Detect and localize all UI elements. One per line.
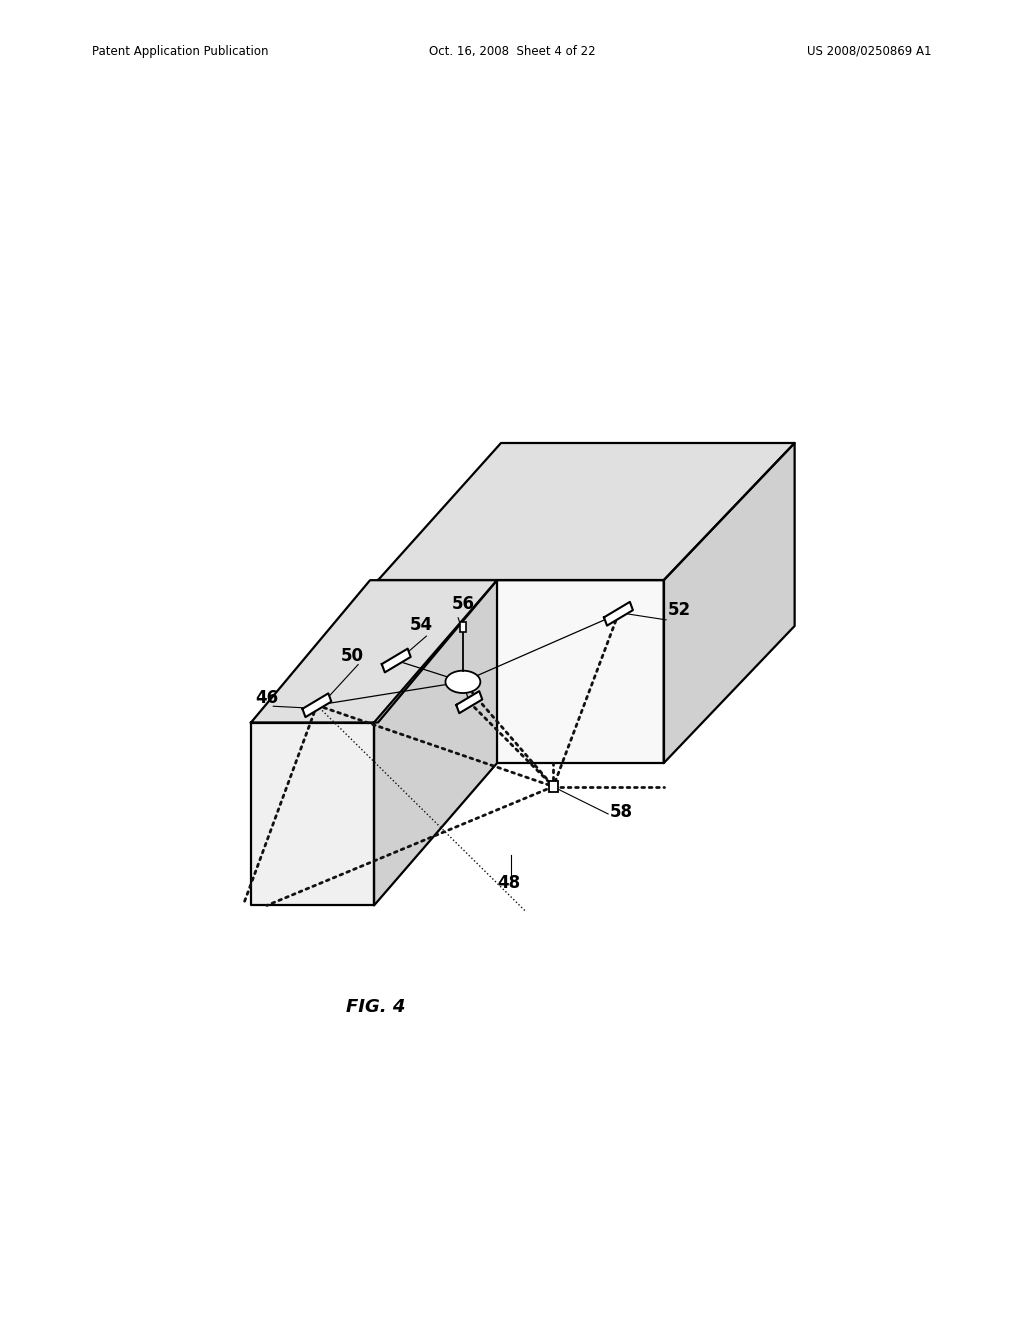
Polygon shape — [382, 648, 411, 672]
Polygon shape — [664, 444, 795, 763]
Polygon shape — [251, 581, 497, 722]
Polygon shape — [251, 722, 374, 906]
Text: 58: 58 — [609, 803, 633, 821]
Text: US 2008/0250869 A1: US 2008/0250869 A1 — [807, 45, 932, 58]
Polygon shape — [302, 693, 332, 717]
Text: 46: 46 — [255, 689, 279, 708]
Text: 54: 54 — [410, 616, 433, 634]
Bar — [460, 622, 466, 632]
Polygon shape — [604, 602, 633, 626]
Text: 50: 50 — [341, 647, 364, 664]
Text: Oct. 16, 2008  Sheet 4 of 22: Oct. 16, 2008 Sheet 4 of 22 — [429, 45, 595, 58]
Polygon shape — [378, 581, 664, 763]
Text: Patent Application Publication: Patent Application Publication — [92, 45, 268, 58]
Polygon shape — [374, 581, 497, 906]
Text: 48: 48 — [497, 874, 520, 892]
Text: 52: 52 — [668, 601, 691, 619]
Polygon shape — [457, 692, 482, 713]
Polygon shape — [378, 444, 795, 581]
Text: FIG. 4: FIG. 4 — [346, 998, 406, 1016]
Bar — [549, 781, 558, 792]
Text: 56: 56 — [452, 595, 475, 612]
Ellipse shape — [445, 671, 480, 693]
